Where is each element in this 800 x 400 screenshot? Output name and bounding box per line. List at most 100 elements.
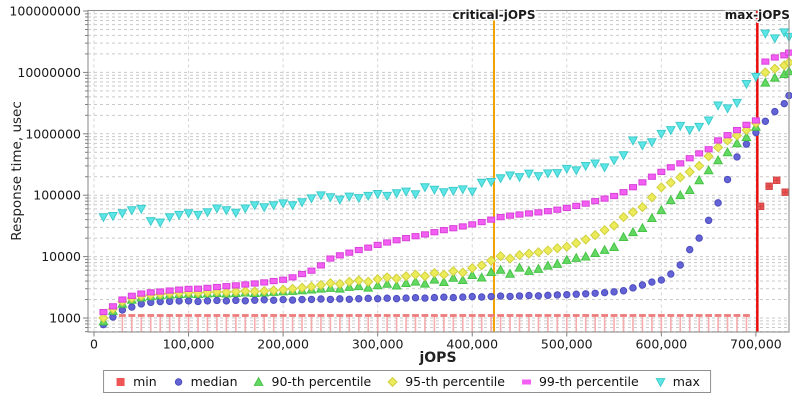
point [703,165,714,175]
point [308,314,315,317]
point [438,276,449,286]
point [506,212,515,219]
point [241,281,250,288]
point [733,153,741,161]
point [298,295,306,304]
point [750,72,761,83]
point [779,28,790,38]
x-tick-label: 300,000 [352,337,404,352]
point [372,274,383,285]
x-tick-label: 200,000 [257,337,309,352]
point [253,376,265,386]
point [599,225,610,236]
point [301,315,303,332]
point [419,278,430,288]
point [424,315,426,332]
point [647,173,656,180]
point [694,174,705,185]
point [525,291,533,300]
point [269,277,278,285]
x-tick-label: 500,000 [541,337,593,352]
legend-item-min: min [114,374,157,389]
point [344,192,355,202]
point [372,190,383,200]
point [216,315,218,332]
point [221,287,232,298]
point [363,282,374,292]
point [542,260,553,270]
point [410,276,421,286]
point [316,262,325,269]
point [684,184,695,195]
point [168,315,171,332]
point [232,314,240,317]
point [506,292,514,301]
point [656,182,667,193]
point [279,295,287,304]
point [490,315,492,332]
point [582,314,590,317]
point [235,315,237,332]
x-axis-title: jOPS [419,350,457,366]
point [194,314,202,317]
point [514,249,525,261]
point [402,235,411,242]
point [457,267,468,278]
point [610,314,618,317]
point [665,177,676,188]
point [703,151,714,162]
point [383,314,391,317]
legend-label: max [672,374,700,389]
point [222,297,231,305]
point [156,288,165,295]
critical-jops-label: critical-jOPS [452,8,535,22]
point [419,183,430,193]
point [486,255,497,266]
point [523,248,535,259]
point [622,315,625,332]
point [613,315,615,332]
99-th-percentile-legend-marker-icon [521,379,531,384]
point [608,220,620,231]
point [263,315,266,332]
point [400,277,412,288]
point [145,217,156,227]
point [146,289,155,296]
point [713,101,724,111]
point [121,315,124,332]
point [594,315,596,332]
point [618,151,629,161]
point [108,303,117,310]
point [712,142,724,153]
point [584,315,587,332]
point [684,126,695,136]
point [695,234,703,242]
point [376,315,379,332]
point [743,314,750,317]
point [440,314,448,317]
point [307,295,316,304]
point [320,315,322,332]
point [419,271,431,282]
point [185,314,192,317]
point [741,131,752,142]
point [230,208,241,218]
point [184,285,193,293]
point [202,208,213,218]
point [591,314,599,317]
point [534,292,543,300]
point [704,216,713,225]
point [222,283,231,290]
point [603,315,606,332]
point [688,315,691,332]
y-tick-label: 100000 [33,188,81,203]
point [206,315,209,332]
point [641,315,644,332]
x-tick-label: 0 [90,337,98,352]
point [448,186,459,197]
point [251,296,259,304]
point [628,184,637,191]
point [156,297,164,306]
point [287,201,298,211]
